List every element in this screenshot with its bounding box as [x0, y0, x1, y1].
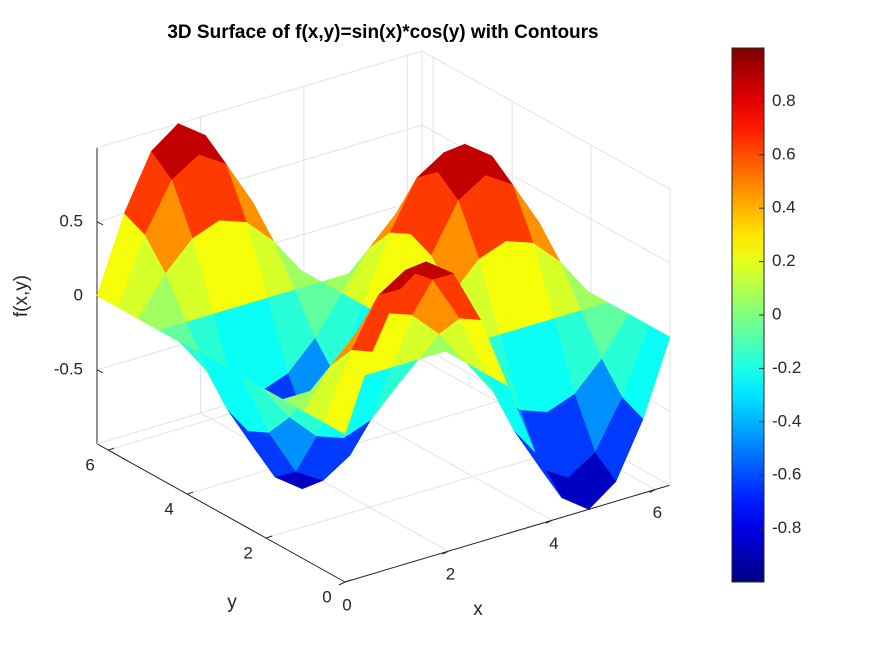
x-tick: [442, 550, 449, 555]
colorbar-tick-label: -0.4: [772, 411, 801, 430]
z-tick: [96, 221, 104, 226]
z-axis-label: f(x,y): [11, 275, 32, 317]
colorbar-tick-label: 0.2: [772, 251, 796, 270]
colorbar-tick-label: 0.8: [772, 91, 796, 110]
colorbar-tick-label: -0.6: [772, 465, 801, 484]
x-tick-label: 0: [342, 595, 351, 614]
y-tick: [108, 447, 115, 451]
y-tick: [344, 579, 352, 583]
colorbar: [731, 47, 765, 583]
y-tick: [265, 535, 273, 539]
chart-title: 3D Surface of f(x,y)=sin(x)*cos(y) with …: [167, 22, 598, 43]
colorbar-tick-label: -0.8: [772, 518, 801, 537]
y-axis-label: y: [227, 592, 237, 613]
x-axis-label: x: [473, 599, 483, 620]
y-tick-label: 2: [243, 544, 252, 563]
colorbar-tick-label: -0.2: [772, 358, 801, 377]
x-tick: [545, 519, 553, 524]
axis-line: [344, 484, 671, 583]
y-tick-label: 6: [85, 456, 94, 475]
x-tick-label: 4: [549, 534, 558, 553]
z-tick: [96, 369, 104, 374]
surface-patch: [323, 350, 373, 435]
x-tick: [649, 489, 656, 493]
x-tick: [338, 581, 346, 586]
z-tick-label: 0: [74, 285, 83, 304]
x-tick-label: 6: [653, 503, 662, 522]
colorbar-tick-label: 0.6: [772, 144, 796, 163]
x-tick-label: 2: [446, 565, 455, 584]
box-edge: [96, 50, 423, 149]
y-tick-label: 0: [322, 587, 331, 606]
colorbar-tick-label: 0.4: [772, 198, 796, 217]
z-tick-label: 0.5: [59, 211, 83, 230]
y-tick: [186, 491, 194, 495]
box-edge: [421, 50, 671, 190]
z-tick-label: -0.5: [54, 359, 83, 378]
y-tick-label: 4: [164, 500, 173, 519]
grid-line: [200, 412, 449, 552]
surface: [96, 122, 671, 511]
colorbar-tick-label: 0: [772, 304, 781, 323]
axis-line: [96, 443, 346, 583]
